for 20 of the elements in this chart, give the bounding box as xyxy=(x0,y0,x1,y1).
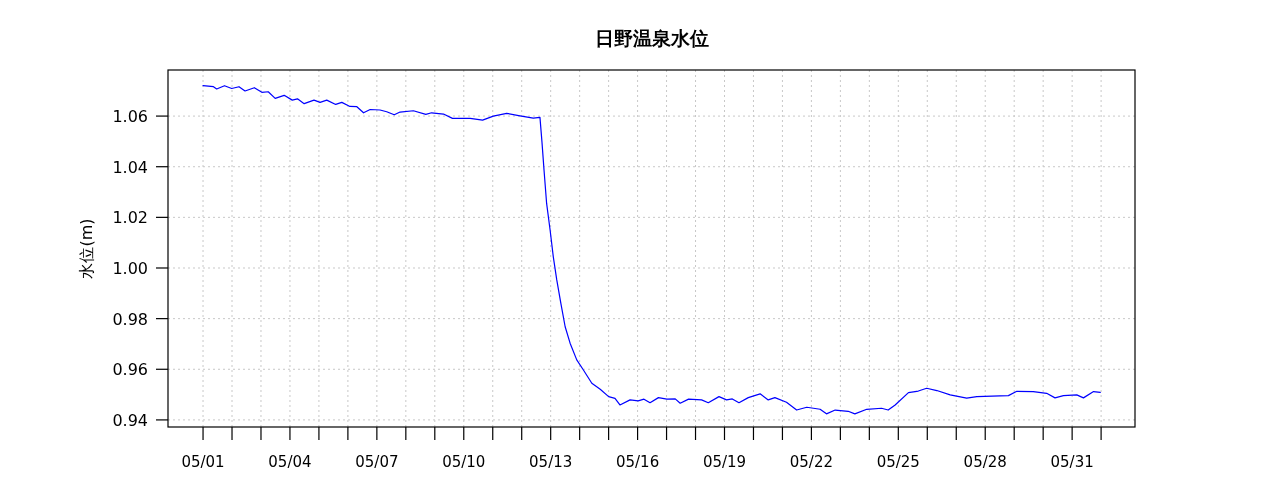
chart-title: 日野温泉水位 xyxy=(594,27,709,49)
y-tick-label: 0.98 xyxy=(112,309,148,329)
x-tick-label: 05/31 xyxy=(1050,453,1094,471)
y-axis-title: 水位(m) xyxy=(77,218,96,279)
y-tick-label: 1.00 xyxy=(112,259,148,278)
x-tick-label: 05/25 xyxy=(876,453,920,471)
x-tick-label: 05/10 xyxy=(442,453,486,471)
x-tick-label: 05/22 xyxy=(789,453,834,471)
y-tick-label: 0.96 xyxy=(112,360,148,380)
y-tick-label: 0.94 xyxy=(112,410,148,430)
x-tick-label: 05/16 xyxy=(615,453,660,471)
y-tick-label: 1.06 xyxy=(112,107,148,127)
x-tick-label: 05/28 xyxy=(963,453,1007,471)
y-tick-label: 1.02 xyxy=(112,208,148,228)
x-tick-label: 05/13 xyxy=(529,453,573,471)
x-tick-label: 05/19 xyxy=(702,453,747,471)
x-tick-label: 05/01 xyxy=(181,453,225,471)
y-tick-label: 1.04 xyxy=(112,157,148,177)
x-tick-label: 05/07 xyxy=(355,453,399,471)
x-tick-label: 05/04 xyxy=(268,453,312,471)
